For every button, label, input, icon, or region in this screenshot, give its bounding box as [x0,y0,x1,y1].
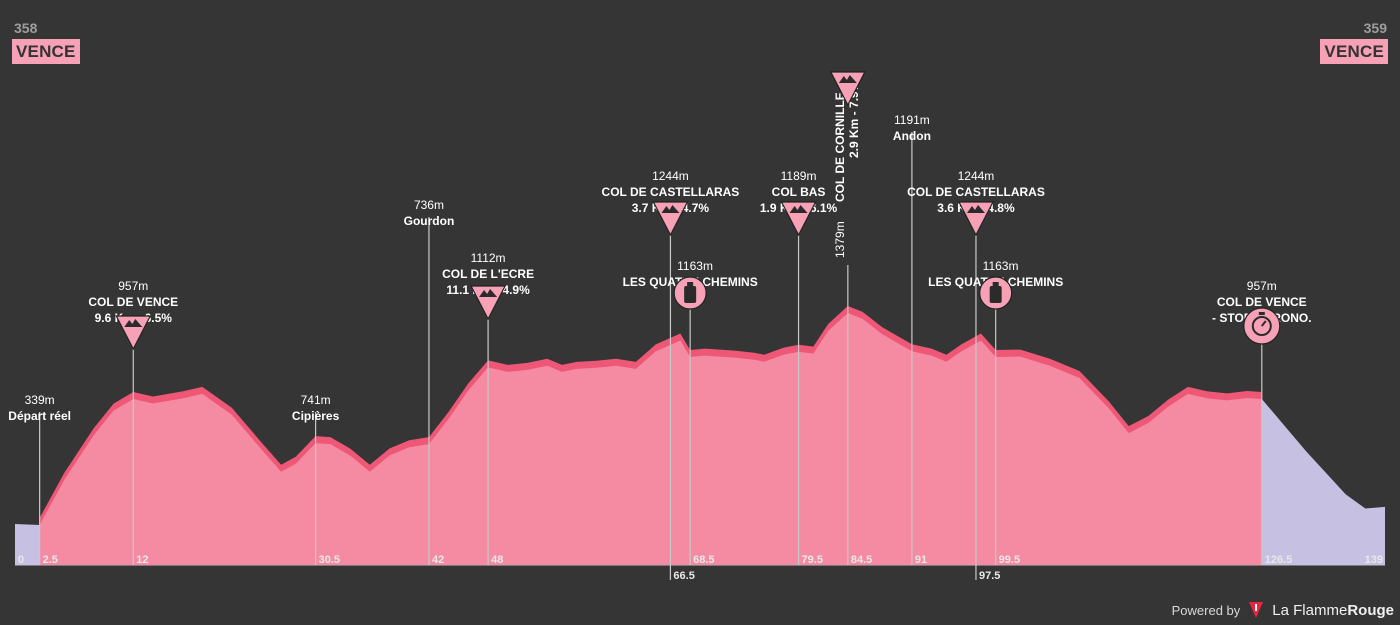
waypoint-altitude: 1163m [983,259,1019,273]
waypoint-name: COL DE L'ECRE [442,267,534,281]
waypoint-altitude: 1244m [958,169,995,183]
finish-altitude-number: 359 [1363,20,1387,36]
brand-name-part-1: La Flamme [1272,601,1348,619]
waypoint-altitude: 736m [414,198,444,212]
km-marker-label: 139 [1365,554,1383,566]
km-marker-label: 48 [491,554,503,566]
waypoint-altitude: 1244m [652,169,689,183]
start-city-label: VENCE [12,39,80,64]
km-marker-label: 84.5 [851,554,872,566]
finish-city-label: VENCE [1320,39,1388,64]
feeding-bottle-icon [673,276,707,310]
km-marker-label: 91 [915,554,927,566]
km-marker-label: 0 [18,554,24,566]
start-altitude-number: 358 [14,20,38,36]
km-marker-label: 30.5 [319,554,340,566]
mountain-icon [470,285,507,321]
mountain-icon [652,201,689,237]
km-marker-label: 97.5 [979,570,1000,582]
profile-area [39,313,1262,565]
waypoint-altitude: 1112m [471,251,506,265]
brand-name-part-2: Rouge [1347,601,1394,619]
footer-credit: Powered by La FlammeRouge [1172,601,1394,619]
mountain-icon [829,71,866,107]
stopwatch-icon [1243,307,1281,345]
waypoint-name: COL DE CASTELLARAS [602,185,740,199]
waypoint-altitude: 957m [118,279,148,293]
km-marker-label: 12 [136,554,148,566]
feeding-bottle-icon [979,276,1013,310]
waypoint-name: COL DE CASTELLARAS [907,185,1045,199]
waypoint-altitude: 339m [25,393,55,407]
waypoint-name: Départ réel [8,409,71,423]
neutral-zone-2 [1261,399,1385,565]
km-marker-label: 2.5 [43,554,58,566]
km-marker-label: 66.5 [673,570,694,582]
waypoint-altitude: 1191m [894,113,930,127]
waypoint-name: Andon [893,129,931,143]
waypoint-0: 339m Départ réel [8,393,71,423]
waypoint-name: Cipières [292,409,340,423]
waypoint-name: COL DE VENCE [1217,295,1307,309]
waypoint-name: COL DE VENCE [88,295,178,309]
waypoint-altitude: 957m [1247,279,1277,293]
waypoint-altitude: 1379m [833,221,847,258]
waypoint-name: COL BAS [772,185,826,199]
waypoint-altitude: 1163m [677,259,713,273]
flamme-rouge-logo-icon [1249,602,1264,618]
waypoint-3: 736m Gourdon [404,198,455,228]
waypoint-name: Gourdon [404,214,455,228]
mountain-icon [957,201,994,237]
waypoint-9: 1191m Andon [893,113,931,143]
brand-name[interactable]: La FlammeRouge [1272,602,1394,619]
km-marker-label: 99.5 [999,554,1020,566]
mountain-icon [115,315,152,351]
waypoint-2: 741m Cipières [292,393,340,423]
km-marker-label: 68.5 [693,554,714,566]
km-marker-label: 42 [432,554,444,566]
powered-by-text: Powered by [1171,602,1241,618]
waypoint-name: COL DE CORNILLE [833,92,847,202]
waypoint-altitude: 741m [301,393,331,407]
km-marker-label: 126.5 [1265,554,1293,566]
neutral-zone-1 [15,524,40,565]
km-marker-label: 79.5 [802,554,823,566]
waypoint-altitude: 1189m [781,169,817,183]
mountain-icon [780,201,817,237]
